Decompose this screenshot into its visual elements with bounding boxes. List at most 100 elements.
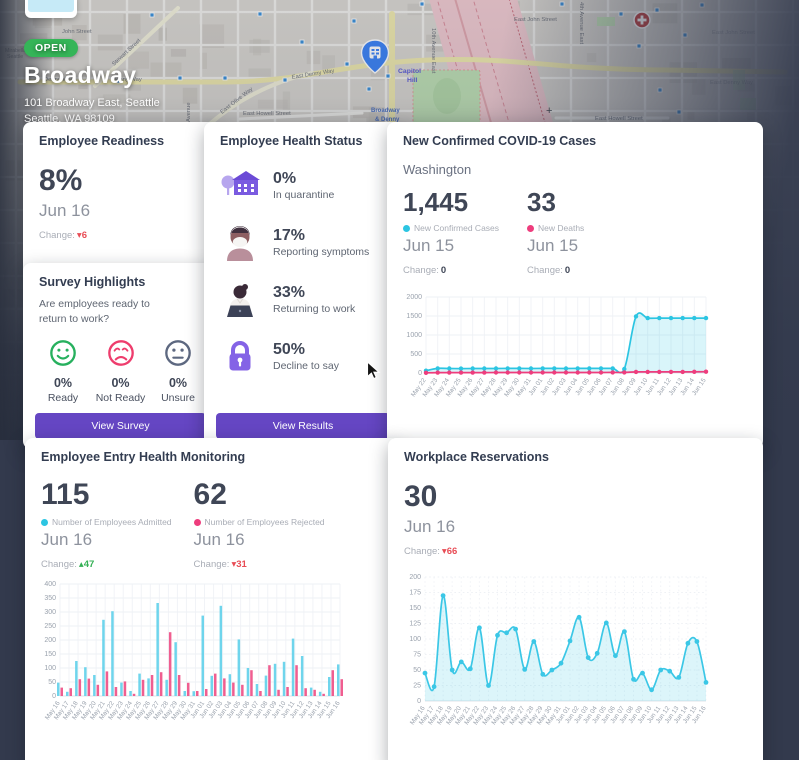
svg-text:10th Avenue East: 10th Avenue East — [430, 28, 436, 74]
health-row-quarantine: 0% In quarantine — [220, 165, 386, 205]
svg-text:East John Street: East John Street — [712, 30, 755, 36]
happy-face-icon — [50, 340, 76, 366]
entry-monitoring-card: Employee Entry Health Monitoring 115 Num… — [25, 438, 399, 760]
legend-label: New Confirmed Cases — [414, 223, 500, 233]
house-icon — [221, 171, 260, 195]
padlock-icon — [229, 341, 251, 371]
stat-date: Jun 15 — [403, 236, 455, 255]
map-tooltip-stub — [25, 0, 77, 18]
view-survey-button[interactable]: View Survey — [35, 413, 206, 439]
readiness-change: Change: ▾6 — [39, 230, 87, 241]
stat-date: Jun 16 — [193, 530, 245, 549]
next-card-stub-right — [388, 754, 731, 760]
legend-label: New Deaths — [538, 223, 585, 233]
pink-legend-dot — [527, 224, 534, 232]
svg-text:175: 175 — [409, 590, 421, 597]
option-label: Unsure — [161, 392, 195, 404]
health-row-decline: 50% Decline to say — [220, 336, 386, 376]
reservations-change: Change: ▾66 — [404, 546, 458, 557]
survey-option-unsure: 0% Unsure — [156, 339, 200, 404]
masked-person-icon — [227, 226, 253, 261]
workplace-reservations-chart: 0 25 50 75 100 125 150 175 200 May 16 May 17 May 18… — [397, 571, 714, 760]
svg-text:50: 50 — [413, 667, 421, 674]
person-laptop-icon — [227, 284, 253, 317]
card-title: Employee Readiness — [39, 134, 165, 148]
svg-text:25: 25 — [413, 683, 421, 690]
stat-value: 115 — [41, 478, 90, 511]
svg-text:East Denny Way: East Denny Way — [710, 80, 753, 86]
svg-text:100: 100 — [409, 636, 421, 643]
option-value: 0% — [111, 376, 130, 390]
svg-text:250: 250 — [44, 623, 56, 630]
location-title: Broadway — [24, 62, 137, 88]
option-label: Ready — [47, 392, 79, 404]
survey-option-ready: 0% Ready — [41, 339, 85, 404]
svg-text:0: 0 — [418, 370, 422, 377]
svg-text:2000: 2000 — [406, 294, 422, 301]
next-card-stub-left — [25, 754, 367, 760]
health-row-returning: 33% Returning to work — [220, 279, 386, 319]
svg-text:John Street: John Street — [62, 29, 92, 35]
svg-text:300: 300 — [44, 609, 56, 616]
svg-text:150: 150 — [44, 651, 56, 658]
health-value: 33% — [273, 283, 306, 301]
new-deaths-stat: 33 New Deaths Jun 15 Change: 0 — [527, 187, 585, 276]
legend-label: Number of Employees Admitted — [52, 517, 172, 527]
svg-text:400: 400 — [44, 581, 56, 588]
svg-text:150: 150 — [409, 605, 421, 612]
reservations-date: Jun 16 — [404, 517, 456, 536]
card-title: Employee Entry Health Monitoring — [41, 450, 246, 464]
stat-value: 1,445 — [403, 187, 469, 217]
option-value: 0% — [168, 376, 188, 390]
stat-value: 62 — [193, 478, 227, 511]
covid-region: Washington — [403, 162, 472, 177]
rejected-stat: 62 Number of Employees Rejected Jun 16 C… — [193, 478, 325, 570]
readiness-date: Jun 16 — [39, 201, 91, 220]
svg-text:125: 125 — [409, 621, 421, 628]
svg-text:200: 200 — [44, 637, 56, 644]
stat-value: 33 — [527, 187, 556, 217]
stat-date: Jun 16 — [41, 530, 93, 549]
svg-text:0: 0 — [52, 693, 56, 700]
covid-stats-row: 1,445 New Confirmed Cases Jun 15 Change:… — [403, 187, 747, 276]
svg-text:50: 50 — [48, 679, 56, 686]
workplace-reservations-card: Workplace Reservations 30 Jun 16 Change:… — [388, 438, 763, 760]
health-label: In quarantine — [273, 188, 335, 201]
svg-text:East John Street: East John Street — [514, 17, 557, 23]
option-value: 0% — [53, 376, 73, 390]
survey-faces-row: 0% Ready 0% Not Ready 0% — [39, 339, 202, 404]
employee-health-status-card: Employee Health Status 0% In quarantine — [204, 122, 402, 449]
svg-text:1500: 1500 — [406, 313, 422, 320]
view-results-button[interactable]: View Results — [216, 413, 390, 439]
health-label: Reporting symptoms — [273, 245, 370, 258]
svg-text:Broadway: Broadway — [371, 108, 400, 114]
survey-highlights-card: Survey Highlights Are employees ready to… — [23, 263, 218, 449]
card-title: Employee Health Status — [220, 134, 363, 148]
pink-legend-dot — [193, 518, 201, 526]
confirmed-cases-stat: 1,445 New Confirmed Cases Jun 15 Change:… — [403, 187, 505, 276]
svg-text:200: 200 — [409, 574, 421, 581]
health-value: 17% — [273, 226, 306, 244]
health-row-symptoms: 17% Reporting symptoms — [220, 222, 386, 262]
address-line-1: 101 Broadway East, Seattle — [24, 97, 160, 109]
covid-cases-card: New Confirmed COVID-19 Cases Washington … — [387, 122, 763, 449]
svg-text:East Howell Street: East Howell Street — [243, 111, 291, 117]
employee-readiness-card: Employee Readiness 8% Jun 16 Change: ▾6 — [23, 122, 218, 278]
svg-text:Avenue: Avenue — [186, 102, 192, 122]
admitted-stat: 115 Number of Employees Admitted Jun 16 … — [41, 478, 172, 570]
reservations-value: 30 — [404, 480, 438, 513]
location-info: OPEN Broadway 101 Broadway East, Seattle… — [24, 38, 160, 127]
svg-text:75: 75 — [413, 652, 421, 659]
sad-face-icon — [107, 340, 134, 366]
cyan-legend-dot — [403, 224, 410, 232]
svg-text:350: 350 — [44, 595, 56, 602]
svg-text:Seattle: Seattle — [7, 54, 23, 60]
svg-text:1000: 1000 — [406, 332, 422, 339]
svg-text:Hill: Hill — [407, 77, 418, 84]
health-label: Decline to say — [273, 359, 339, 372]
health-value: 50% — [273, 340, 306, 358]
cyan-legend-dot — [41, 518, 48, 526]
svg-text:0: 0 — [417, 698, 421, 705]
health-value: 0% — [273, 169, 297, 187]
